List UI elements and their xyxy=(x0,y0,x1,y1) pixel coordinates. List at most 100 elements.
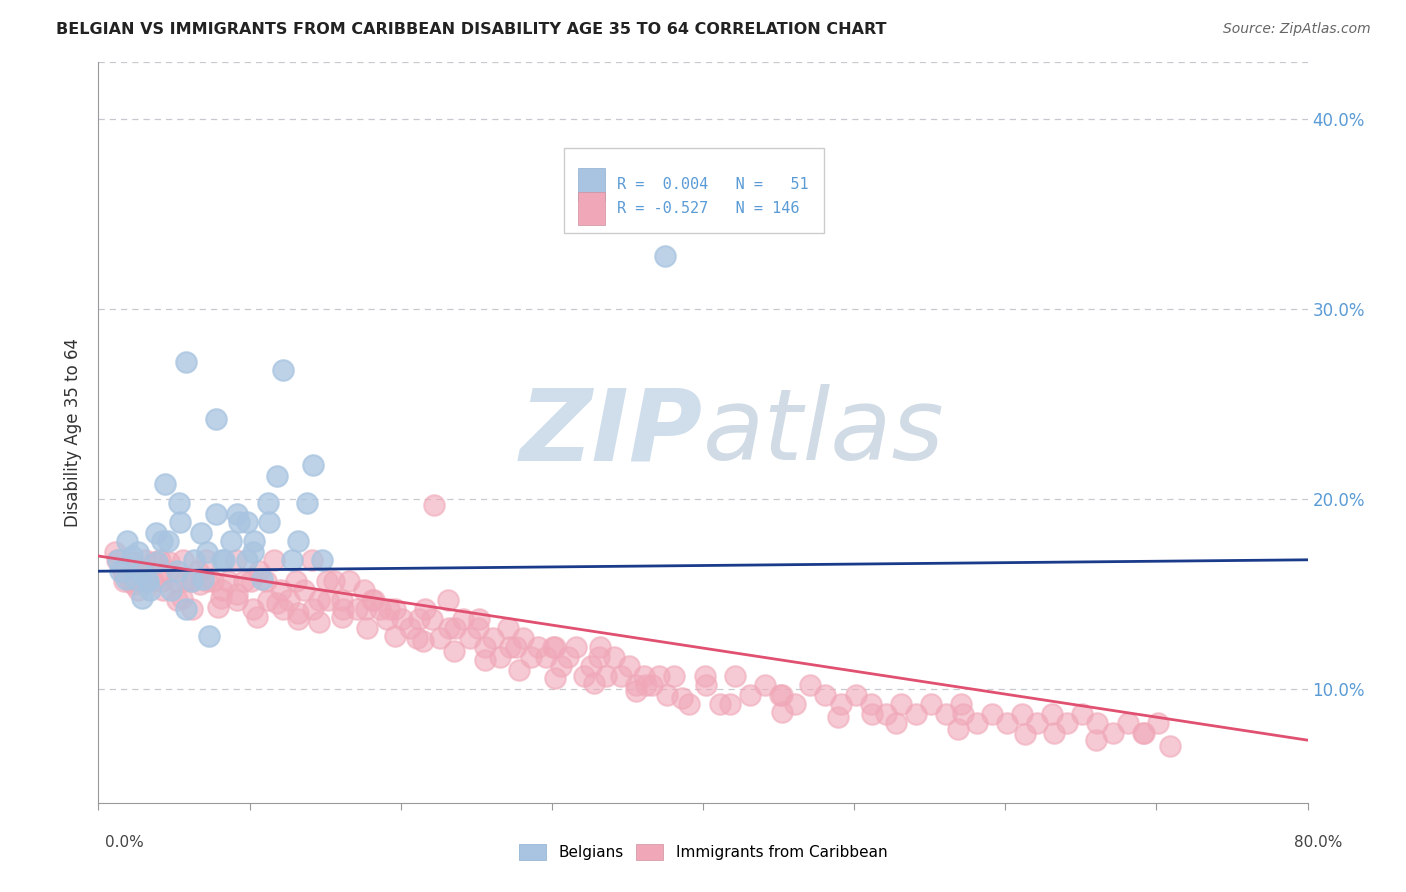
Point xyxy=(143,555,166,569)
Point xyxy=(544,671,567,685)
Point xyxy=(655,688,678,702)
Point xyxy=(173,574,195,588)
Point xyxy=(408,612,430,626)
Point xyxy=(287,612,309,626)
Point xyxy=(1026,716,1049,731)
Point xyxy=(174,602,197,616)
Point xyxy=(146,555,169,569)
Point xyxy=(512,631,534,645)
Point xyxy=(948,722,970,736)
Point xyxy=(111,564,134,578)
Point xyxy=(770,688,793,702)
Point xyxy=(443,644,465,658)
Point xyxy=(150,533,173,548)
Point xyxy=(875,706,897,721)
Point xyxy=(256,496,278,510)
Point xyxy=(108,564,131,578)
Point xyxy=(1085,733,1108,747)
Point xyxy=(769,688,792,702)
Point xyxy=(391,612,413,626)
Point xyxy=(565,640,588,654)
Point xyxy=(139,583,162,598)
Point xyxy=(451,612,474,626)
Point xyxy=(188,577,211,591)
Point xyxy=(197,629,219,643)
Point xyxy=(498,640,520,654)
Point xyxy=(308,615,330,630)
Point xyxy=(302,458,325,472)
Point xyxy=(579,659,602,673)
Point xyxy=(353,583,375,598)
Point xyxy=(257,515,280,529)
Point xyxy=(859,697,882,711)
Point xyxy=(112,574,135,588)
Point xyxy=(205,508,228,522)
Point xyxy=(170,591,193,605)
Point xyxy=(225,553,247,567)
Point xyxy=(242,545,264,559)
Text: R = -0.527   N = 146: R = -0.527 N = 146 xyxy=(617,202,800,216)
Point xyxy=(315,574,337,588)
Point xyxy=(1132,725,1154,739)
Point xyxy=(302,602,325,616)
Point xyxy=(617,659,640,673)
Point xyxy=(384,629,406,643)
Point xyxy=(770,705,793,719)
Point xyxy=(120,574,142,588)
Point xyxy=(429,631,451,645)
Point xyxy=(308,592,330,607)
Point xyxy=(595,668,617,682)
Point xyxy=(183,553,205,567)
Point xyxy=(166,564,188,578)
Point xyxy=(966,716,988,731)
Point xyxy=(202,574,225,588)
Point xyxy=(527,640,550,654)
Point xyxy=(935,706,957,721)
Point xyxy=(142,574,165,588)
Point xyxy=(246,609,269,624)
Point xyxy=(346,602,368,616)
Point xyxy=(468,612,491,626)
Point xyxy=(363,592,385,607)
Point xyxy=(995,716,1018,731)
Point xyxy=(121,555,143,569)
Point xyxy=(550,659,572,673)
Point xyxy=(122,577,145,591)
Point xyxy=(181,602,204,616)
Point xyxy=(437,621,460,635)
Point xyxy=(135,574,157,588)
Point xyxy=(127,583,149,598)
Point xyxy=(508,663,530,677)
Point xyxy=(243,533,266,548)
Text: R =  0.004   N =   51: R = 0.004 N = 51 xyxy=(617,177,808,192)
Point xyxy=(444,621,467,635)
Point xyxy=(860,706,883,721)
Point xyxy=(952,706,974,721)
Point xyxy=(271,602,294,616)
Point xyxy=(277,592,299,607)
Point xyxy=(105,553,128,567)
Point xyxy=(1011,706,1033,721)
Point xyxy=(589,640,612,654)
Point xyxy=(384,602,406,616)
Point xyxy=(534,649,557,664)
Point xyxy=(845,688,868,702)
Point xyxy=(519,649,541,664)
Point xyxy=(474,640,496,654)
Point xyxy=(830,697,852,711)
Point xyxy=(886,716,908,731)
Point xyxy=(814,688,837,702)
Point xyxy=(1040,706,1063,721)
Text: 0.0%: 0.0% xyxy=(105,836,145,850)
Point xyxy=(254,574,277,588)
Point xyxy=(292,583,315,598)
Point xyxy=(256,592,278,607)
Point xyxy=(207,600,229,615)
Point xyxy=(149,553,172,567)
Point xyxy=(131,591,153,605)
Point xyxy=(235,553,257,567)
Point xyxy=(799,678,821,692)
Point xyxy=(195,545,218,559)
Point xyxy=(212,553,235,567)
Point xyxy=(1056,716,1078,731)
